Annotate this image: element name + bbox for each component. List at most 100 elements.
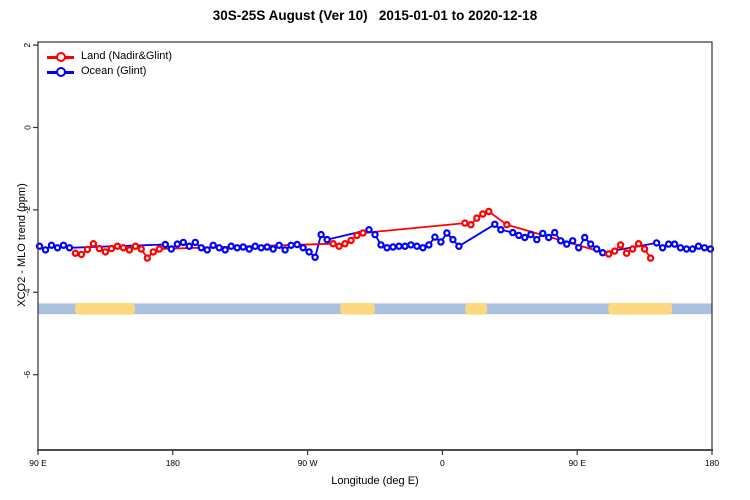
y-tick-label: -6: [22, 371, 32, 379]
land-series-point: [95, 244, 104, 253]
legend-item-ocean: Ocean (Glint): [47, 64, 172, 79]
ocean-series-point: [185, 242, 193, 250]
ocean-series-point: [167, 245, 175, 253]
ocean-series-point: [682, 245, 691, 253]
y-tick-label: 0: [22, 125, 32, 130]
x-tick-label: 0: [440, 458, 445, 468]
ocean-series-point: [694, 242, 703, 250]
ocean-series-point: [209, 241, 217, 249]
ocean-series-point: [455, 242, 463, 250]
land-series-point: [149, 248, 157, 256]
ocean-series-point: [676, 244, 685, 252]
x-tick-label: 90 E: [568, 458, 586, 468]
land-series-point: [113, 242, 122, 250]
ocean-series-point: [203, 246, 211, 254]
legend-label-land: Land (Nadir&Glint): [81, 50, 173, 62]
land-series-point: [125, 246, 134, 254]
ocean-series-point: [557, 237, 565, 245]
ocean-series-point: [383, 244, 391, 252]
land-series-point: [628, 245, 637, 253]
x-tick-label: 180: [705, 458, 719, 468]
ocean-series-point: [41, 246, 50, 254]
land-series-point: [335, 242, 343, 250]
land-series-point: [131, 242, 140, 250]
ocean-series-point: [587, 240, 595, 248]
ocean-series-point: [215, 244, 223, 252]
ocean-series-point: [443, 229, 451, 237]
ocean-series-point: [599, 248, 607, 257]
y-tick-label: -4: [22, 288, 32, 296]
ocean-series-point: [431, 233, 439, 241]
ocean-series-point: [497, 225, 505, 234]
ocean-series-point: [593, 245, 601, 253]
land-circle-swatch: [56, 51, 66, 62]
ocean-series-point: [191, 238, 199, 247]
ocean-series-point: [263, 243, 271, 251]
land-series-point: [101, 248, 110, 256]
land-series-point: [473, 214, 481, 222]
land-series-point: [634, 239, 643, 248]
land-series-point: [155, 245, 163, 253]
ocean-series-point: [65, 244, 74, 252]
ocean-series-point: [173, 240, 181, 248]
land-series-point: [143, 254, 151, 262]
ocean-series-point: [293, 240, 301, 249]
chart-title: 30S-25S August (Ver 10) 2015-01-01 to 20…: [212, 8, 538, 23]
x-tick-label: 90 E: [29, 458, 47, 468]
legend-label-ocean: Ocean (Glint): [81, 65, 147, 77]
surface-band-land-segment: [340, 302, 375, 315]
ocean-series-point: [317, 230, 325, 239]
ocean-series-point: [515, 231, 523, 240]
ocean-series-point: [575, 244, 583, 252]
ocean-series-point: [509, 228, 517, 237]
ocean-series-point: [688, 245, 697, 253]
ocean-series-point: [239, 243, 247, 251]
ocean-series-point: [275, 241, 283, 249]
ocean-series-point: [658, 244, 667, 252]
ocean-series-point: [311, 253, 319, 261]
ocean-series-point: [425, 241, 433, 249]
ocean-series-point: [251, 242, 259, 250]
ocean-series-point: [287, 241, 295, 249]
ocean-series-point: [569, 237, 577, 245]
y-tick-label: 2: [22, 42, 32, 47]
ocean-series-point: [269, 245, 277, 253]
land-series-point: [485, 207, 493, 216]
ocean-series-point: [664, 240, 673, 248]
land-series-marker-icon: [47, 51, 74, 63]
ocean-series-point: [581, 233, 589, 242]
ocean-series-point: [299, 244, 307, 252]
land-series-point: [359, 229, 367, 237]
ocean-series-point: [371, 230, 379, 239]
ocean-series-point: [389, 243, 397, 251]
land-series-point: [77, 250, 86, 259]
land-series-point: [341, 239, 349, 248]
land-series-point: [605, 250, 613, 258]
ocean-series-point: [551, 228, 559, 237]
ocean-series-point: [305, 248, 313, 256]
land-series-point: [479, 210, 487, 218]
ocean-series-marker-icon: [47, 66, 74, 78]
ocean-series-point: [221, 246, 229, 254]
land-series-point: [329, 239, 337, 248]
x-tick-label: 90 W: [298, 458, 318, 468]
land-series-point: [71, 249, 80, 257]
ocean-series-point: [179, 238, 187, 247]
legend: Land (Nadir&Glint) Ocean (Glint): [47, 49, 172, 79]
ocean-series-point: [59, 241, 68, 249]
ocean-series-point: [545, 233, 553, 242]
land-series-point: [83, 245, 92, 254]
land-series-point: [503, 220, 511, 229]
ocean-series-point: [401, 242, 409, 250]
surface-band-land-segment: [465, 302, 488, 315]
ocean-series-point: [700, 244, 709, 252]
land-series-point: [107, 244, 116, 253]
land-series-point: [353, 231, 361, 240]
ocean-series-point: [53, 244, 62, 252]
ocean-series-point: [527, 230, 535, 239]
ocean-series-point: [377, 241, 385, 249]
ocean-series-point: [533, 235, 541, 244]
land-series-point: [610, 247, 619, 255]
land-series-point: [467, 220, 475, 229]
